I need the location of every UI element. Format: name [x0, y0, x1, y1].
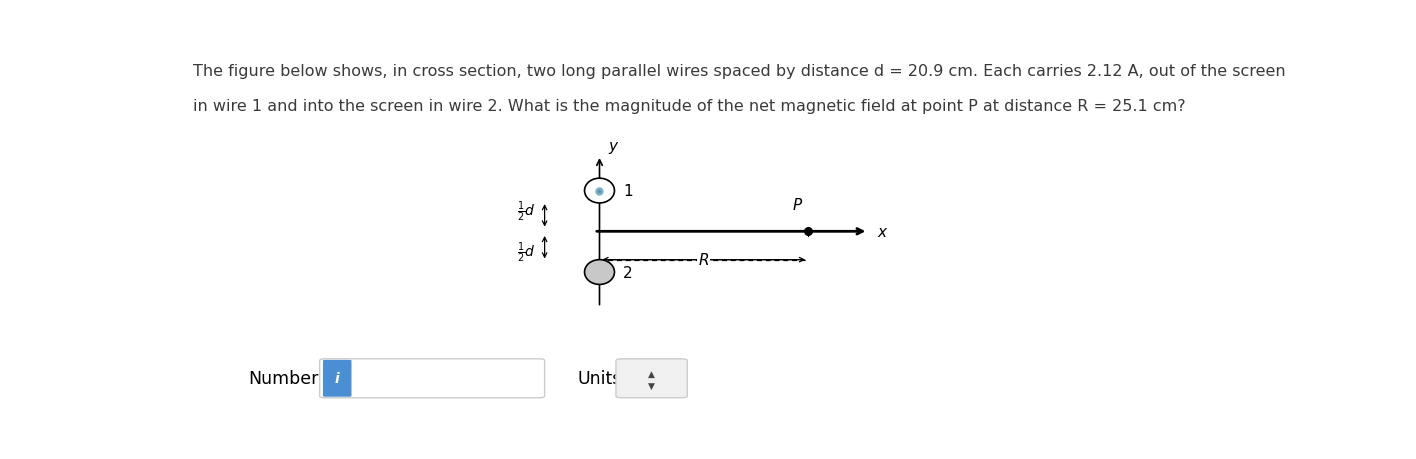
Text: $\frac{1}{2}d$: $\frac{1}{2}d$	[517, 240, 535, 264]
Text: 1: 1	[623, 184, 633, 199]
Text: 2: 2	[623, 265, 633, 280]
Text: Number: Number	[248, 369, 319, 387]
Text: ▲: ▲	[649, 369, 656, 378]
Text: The figure below shows, in cross section, two long parallel wires spaced by dist: The figure below shows, in cross section…	[194, 64, 1286, 79]
Ellipse shape	[585, 260, 615, 285]
FancyBboxPatch shape	[323, 360, 351, 397]
Text: y: y	[609, 139, 617, 154]
Text: P: P	[793, 197, 801, 213]
Text: i: i	[334, 371, 340, 386]
Text: Units: Units	[578, 369, 622, 387]
Ellipse shape	[585, 179, 615, 203]
Text: ▼: ▼	[649, 381, 656, 390]
Text: x: x	[877, 224, 886, 239]
FancyBboxPatch shape	[320, 359, 545, 398]
Text: $\frac{1}{2}d$: $\frac{1}{2}d$	[517, 199, 535, 224]
FancyBboxPatch shape	[616, 359, 687, 398]
Text: R: R	[698, 252, 709, 268]
Text: in wire 1 and into the screen in wire 2. What is the magnitude of the net magnet: in wire 1 and into the screen in wire 2.…	[194, 99, 1187, 114]
